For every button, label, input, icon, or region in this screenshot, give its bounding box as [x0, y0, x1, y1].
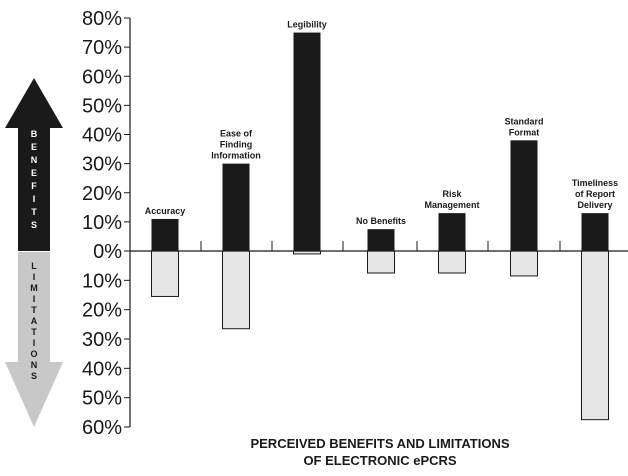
benefit-bar [293, 32, 321, 251]
arrow-letter-limitations: A [31, 316, 38, 326]
benefit-bar [367, 229, 395, 251]
arrow-letter-benefits: I [33, 194, 36, 204]
category-label: of Report [575, 189, 615, 199]
limitations-arrow [5, 252, 63, 427]
y-tick-label: 50% [82, 388, 122, 410]
y-tick-label: 40% [82, 358, 122, 380]
chart-title: PERCEIVED BENEFITS AND LIMITATIONS [250, 436, 509, 451]
arrow-letter-limitations: S [31, 371, 37, 381]
arrow-letter-limitations: I [33, 294, 36, 304]
arrow-letter-limitations: T [31, 327, 37, 337]
benefits-arrow [5, 78, 63, 251]
arrow-letter-limitations: I [33, 272, 36, 282]
arrow-letter-limitations: T [31, 305, 37, 315]
arrow-letter-benefits: F [31, 181, 37, 191]
y-tick-label: 30% [82, 329, 122, 351]
y-tick-label: 10% [82, 212, 122, 234]
benefit-bar [510, 140, 538, 251]
limitation-bar [510, 250, 538, 277]
arrow-letter-benefits: E [31, 168, 37, 178]
y-tick-label: 80% [82, 8, 122, 30]
category-label: Legibility [287, 20, 327, 30]
y-tick-label: 20% [82, 300, 122, 322]
y-tick-label: 0% [93, 241, 122, 263]
y-tick-label: 60% [82, 66, 122, 88]
category-label: Finding [220, 140, 253, 150]
benefit-bar [222, 163, 250, 251]
arrow-letter-limitations: N [31, 360, 38, 370]
benefit-bar [581, 213, 609, 251]
arrow-letter-benefits: E [31, 142, 37, 152]
y-tick-label: 50% [82, 95, 122, 117]
category-label: Management [424, 200, 479, 210]
arrow-letter-limitations: I [33, 338, 36, 348]
arrow-letter-benefits: B [31, 129, 38, 139]
arrow-letter-limitations: O [30, 349, 37, 359]
benefit-bar [438, 213, 466, 251]
y-tick-label: 70% [82, 37, 122, 59]
category-label: Accuracy [145, 206, 186, 216]
arrow-letter-benefits: N [31, 155, 38, 165]
arrow-letter-limitations: M [30, 283, 38, 293]
arrow-letter-benefits: S [31, 220, 37, 230]
category-label: Standard [504, 116, 543, 126]
limitation-bar [151, 250, 179, 297]
limitation-bar [222, 250, 250, 330]
chart-title: OF ELECTRONIC ePCRS [303, 453, 456, 468]
y-tick-label: 10% [82, 270, 122, 292]
arrow-letter-limitations: L [31, 261, 37, 271]
category-label: Risk [442, 189, 462, 199]
limitation-bar [581, 250, 609, 421]
y-tick-label: 60% [82, 417, 122, 439]
category-label: Delivery [577, 200, 612, 210]
category-label: Timeliness [572, 178, 618, 188]
category-label: No Benefits [356, 216, 406, 226]
limitation-bar [367, 250, 395, 274]
limitation-bar [438, 250, 466, 274]
y-tick-label: 20% [82, 183, 122, 205]
y-tick-label: 30% [82, 154, 122, 176]
category-label: Information [211, 151, 261, 161]
category-label: Format [509, 127, 540, 137]
arrow-letter-benefits: T [31, 207, 37, 217]
y-tick-label: 40% [82, 125, 122, 147]
benefit-bar [151, 218, 179, 251]
category-label: Ease of [220, 129, 253, 139]
